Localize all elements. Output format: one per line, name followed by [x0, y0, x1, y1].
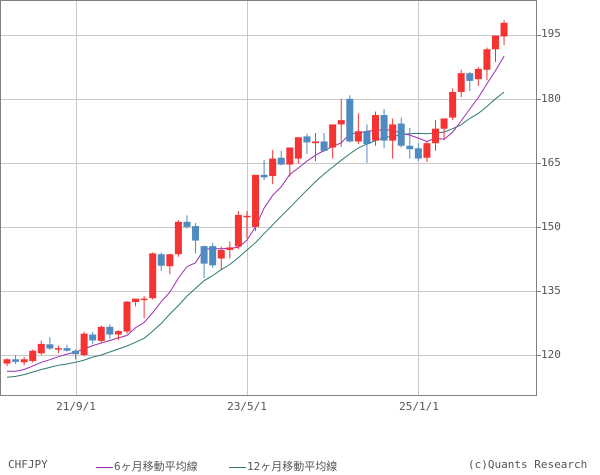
candles: [3, 20, 508, 367]
legend-ma6-label: 6ヶ月移動平均線: [114, 460, 198, 473]
legend-ma6: 6ヶ月移動平均線: [96, 458, 198, 474]
legend-ma12-label: 12ヶ月移動平均線: [247, 460, 338, 473]
x-tick-label: 25/1/1: [399, 400, 439, 413]
grid-lines: [0, 0, 537, 396]
credit-text: (c)Quants Research: [468, 458, 588, 471]
y-tick-label: 120: [541, 348, 561, 361]
y-tick-marks: [537, 35, 541, 356]
y-tick-label: 135: [541, 284, 561, 297]
legend-ma12: 12ヶ月移動平均線: [229, 458, 337, 474]
ma12-line: [6, 91, 505, 378]
y-tick-label: 150: [541, 220, 561, 233]
y-tick-label: 165: [541, 156, 561, 169]
ma6-swatch-icon: [96, 466, 113, 468]
candlestick-chart: [0, 0, 541, 396]
plot-frame: [0, 0, 537, 396]
legend-symbol: CHFJPY: [8, 458, 48, 471]
y-tick-label: 180: [541, 92, 561, 105]
x-tick-label: 23/5/1: [227, 400, 267, 413]
y-tick-label: 195: [541, 27, 561, 40]
ma12-swatch-icon: [229, 466, 246, 468]
x-tick-label: 21/9/1: [56, 400, 96, 413]
